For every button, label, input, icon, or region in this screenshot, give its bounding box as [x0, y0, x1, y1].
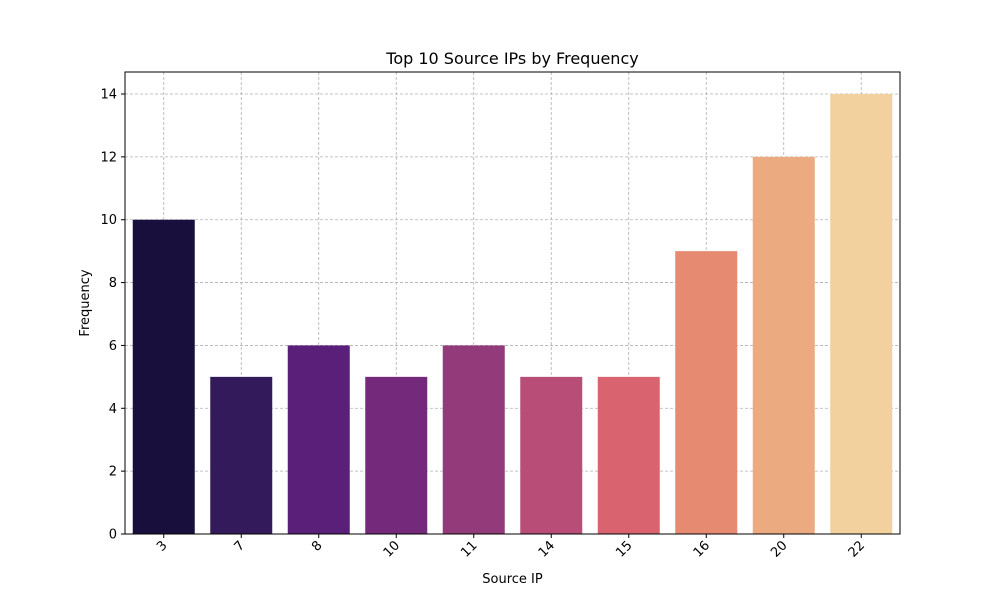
x-tick-label: 11	[458, 538, 480, 560]
bar	[597, 376, 660, 534]
bar	[365, 376, 428, 534]
x-tick-label: 22	[846, 538, 868, 560]
y-axis-label: Frequency	[78, 269, 93, 336]
bar	[287, 345, 350, 534]
bars	[132, 94, 893, 534]
x-tick-label: 16	[691, 538, 713, 560]
y-tick-label: 8	[109, 276, 117, 291]
bar	[830, 94, 893, 534]
x-tick-label: 8	[309, 538, 325, 554]
x-axis-label: Source IP	[482, 572, 543, 587]
x-tick-label: 10	[381, 538, 403, 560]
y-tick-label: 6	[109, 339, 117, 354]
bar	[210, 376, 273, 534]
chart-title: Top 10 Source IPs by Frequency	[385, 49, 638, 68]
x-tick-label: 20	[768, 538, 790, 560]
x-axis: 3 7 8 10 11 14 15 16 20 22	[154, 534, 868, 561]
bar	[675, 251, 738, 534]
y-axis: 0 2 4 6 8 10 12 14	[100, 88, 125, 543]
y-tick-label: 4	[109, 402, 117, 417]
y-tick-label: 2	[109, 465, 117, 480]
bar	[752, 156, 815, 534]
y-tick-label: 10	[100, 213, 117, 228]
bar	[132, 219, 195, 534]
y-tick-label: 12	[100, 150, 117, 165]
plot-frame	[124, 71, 901, 535]
y-tick-label: 0	[109, 528, 117, 543]
x-tick-label: 14	[536, 538, 558, 560]
x-tick-label: 7	[232, 538, 248, 554]
y-tick-label: 14	[100, 88, 117, 103]
bar	[520, 376, 583, 534]
x-tick-label: 3	[154, 538, 170, 554]
bar	[442, 345, 505, 534]
x-tick-label: 15	[613, 538, 635, 560]
